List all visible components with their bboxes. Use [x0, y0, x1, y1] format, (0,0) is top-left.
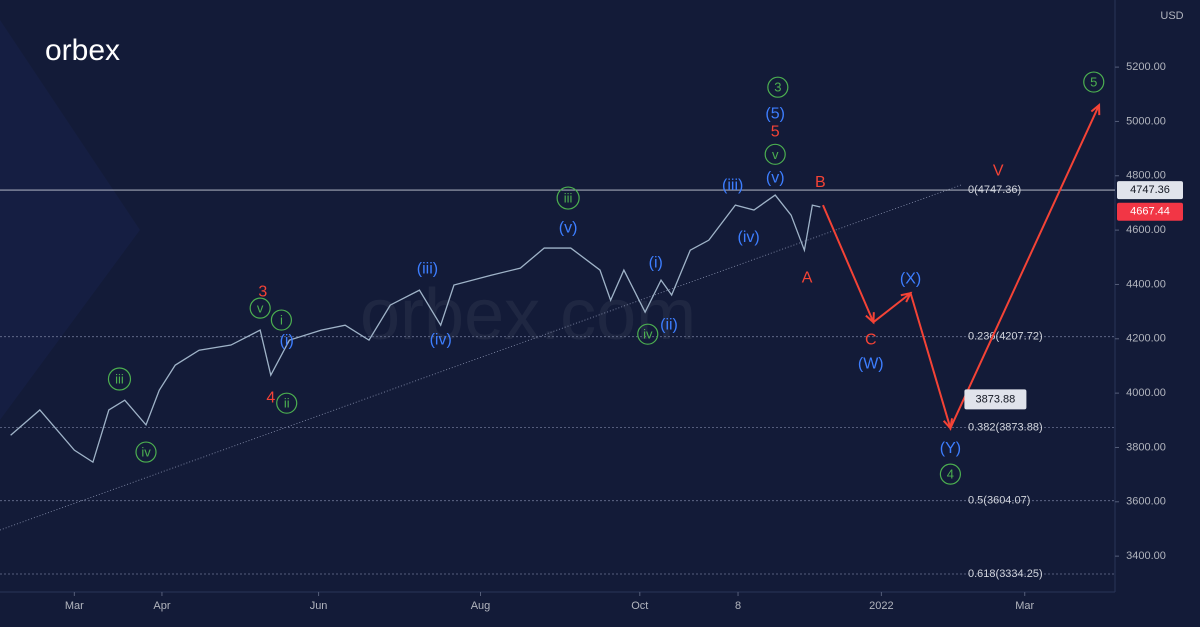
- wave-label: C: [865, 331, 877, 348]
- wave-label: (Y): [940, 440, 961, 457]
- y-tick-label: 3600.00: [1126, 496, 1166, 508]
- wave-circle: [270, 309, 293, 331]
- callout-label: 3873.88: [976, 393, 1016, 405]
- wave-label: (iii): [722, 177, 743, 194]
- price-badge-label: 4747.36: [1130, 184, 1170, 196]
- logo: orbex: [45, 34, 120, 67]
- wave-label: i: [280, 312, 283, 327]
- wave-label: (i): [280, 332, 294, 349]
- wave-circle: [249, 297, 271, 319]
- wave-label: (5): [765, 106, 785, 123]
- level-label: 0(4747.36): [968, 184, 1021, 196]
- price-line: [10, 194, 821, 464]
- level-label: 0.5(3604.07): [968, 495, 1030, 507]
- x-tick-label: Mar: [1015, 600, 1034, 612]
- wave-label: (v): [766, 169, 785, 186]
- wave-circle: [556, 186, 580, 210]
- wave-label: iv: [141, 445, 151, 460]
- wave-label: (v): [559, 219, 578, 236]
- wave-circle: [764, 143, 786, 165]
- wave-label: B: [815, 174, 826, 191]
- watermark: orbex.com: [360, 275, 696, 355]
- wave-label: ii: [284, 396, 290, 411]
- wave-label: (iv): [738, 229, 760, 246]
- wave-circle: [276, 392, 298, 414]
- arrow-head: [942, 418, 954, 431]
- wave-label: (ii): [660, 316, 678, 333]
- wave-label: 4: [266, 389, 275, 406]
- wave-label: (iv): [430, 331, 452, 348]
- price-badge: [1117, 181, 1183, 200]
- level-label: 0.382(3873.88): [968, 421, 1043, 433]
- arrow-head: [1090, 103, 1101, 116]
- y-tick-label: 5000.00: [1126, 115, 1166, 127]
- wave-label: 5: [1090, 74, 1097, 89]
- wave-circle: [1083, 71, 1105, 93]
- wave-circle: [939, 463, 962, 485]
- x-tick-label: Apr: [153, 600, 170, 612]
- wave-label: (X): [900, 270, 921, 287]
- wave-label: (i): [649, 254, 663, 271]
- y-tick-label: 4800.00: [1126, 170, 1166, 182]
- wave-label: iii: [564, 190, 573, 205]
- wave-label: iv: [643, 327, 653, 342]
- arrow-head: [865, 312, 875, 325]
- arrow-head: [900, 291, 913, 303]
- wave-label: 3: [774, 80, 781, 95]
- callout-box: [964, 389, 1027, 410]
- wave-circle: [767, 76, 789, 98]
- wave-label: 4: [947, 467, 954, 482]
- x-tick-label: Mar: [65, 600, 84, 612]
- y-tick-label: 5200.00: [1126, 61, 1166, 73]
- y-tick-label: 4000.00: [1126, 387, 1166, 399]
- x-tick-label: Jun: [310, 600, 328, 612]
- y-tick-label: 4200.00: [1126, 333, 1166, 345]
- wave-label: v: [772, 147, 779, 162]
- wave-label: 3: [258, 283, 267, 300]
- x-tick-label: 8: [735, 600, 741, 612]
- y-tick-label: 4400.00: [1126, 278, 1166, 290]
- x-tick-label: 2022: [869, 600, 893, 612]
- decor: [0, 20, 140, 420]
- x-tick-label: Aug: [471, 600, 491, 612]
- x-tick-label: Oct: [631, 600, 648, 612]
- wave-label: v: [257, 301, 264, 316]
- wave-circle: [135, 441, 157, 463]
- wave-label: (W): [858, 355, 884, 372]
- level-label: 0.236(4207.72): [968, 331, 1043, 343]
- y-unit: USD: [1160, 10, 1183, 22]
- y-tick-label: 3400.00: [1126, 550, 1166, 562]
- level-label: 0.618(3334.25): [968, 568, 1043, 580]
- trendline: [0, 184, 962, 531]
- wave-label: 5: [771, 123, 780, 140]
- y-tick-label: 3800.00: [1126, 441, 1166, 453]
- y-tick-label: 4600.00: [1126, 224, 1166, 236]
- wave-label: (iii): [417, 260, 438, 277]
- wave-label: iii: [115, 371, 124, 386]
- wave-label: A: [802, 269, 813, 286]
- price-badge-label: 4667.44: [1130, 206, 1170, 218]
- wave-label: V: [993, 162, 1004, 179]
- price-badge: [1117, 202, 1183, 221]
- wave-circle: [637, 323, 659, 345]
- wave-circle: [107, 367, 132, 391]
